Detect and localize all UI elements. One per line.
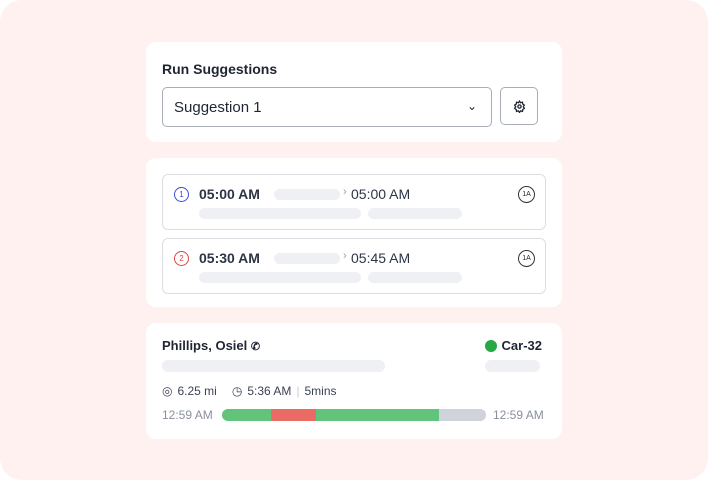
chevron-right-icon: ›: [343, 250, 347, 262]
timeline-start: 12:59 AM: [162, 408, 213, 422]
stop-index: 1: [174, 187, 189, 202]
vehicle-name: Car-32: [501, 338, 542, 353]
timeline-segment: [315, 409, 439, 421]
time: 5:36 AM: [247, 384, 292, 398]
driver-name[interactable]: Phillips, Osiel: [162, 338, 248, 353]
run-suggestions-title: Run Suggestions: [162, 61, 278, 77]
start-time: 05:30 AM: [199, 250, 260, 266]
start-time: 05:00 AM: [199, 186, 260, 202]
end-time: 05:45 AM: [351, 250, 411, 266]
suggestion-select[interactable]: Suggestion 1 ⌄: [162, 87, 492, 127]
placeholder-bar: [368, 208, 462, 219]
placeholder-bar: [199, 208, 361, 219]
timeline-bar: [222, 409, 486, 421]
status-dot: [484, 339, 497, 352]
run-suggestions-card: Run Suggestions Suggestion 1 ⌄: [146, 42, 562, 142]
placeholder-bar: [162, 360, 385, 372]
stop-row[interactable]: 2 05:30 AM › 05:45 AM 1A: [162, 238, 546, 294]
suggestion-select-value: Suggestion 1: [174, 99, 262, 116]
badge-icon: 1A: [518, 186, 535, 203]
stop-row[interactable]: 1 05:00 AM › › 05:00 AM 1A: [162, 174, 546, 230]
driver-name-line: Phillips, Osiel ✆: [162, 338, 260, 353]
timeline-segment: [271, 409, 316, 421]
chevron-down-icon: ⌄: [466, 99, 477, 113]
distance: 6.25 mi: [177, 384, 217, 398]
vehicle: Car-32: [484, 338, 542, 353]
timeline-segment: [222, 409, 272, 421]
stop-index: 2: [174, 251, 189, 266]
duration: 5mins: [304, 384, 337, 398]
gear-icon: [513, 99, 525, 113]
phone-icon[interactable]: ✆: [250, 341, 261, 353]
placeholder-bar: [199, 272, 361, 283]
location-icon: ◎: [162, 384, 173, 398]
placeholder-bar: [274, 189, 340, 200]
end-time: 05:00 AM: [351, 186, 411, 202]
placeholder-bar: [485, 360, 540, 372]
clock-icon: ◷: [231, 384, 243, 398]
settings-button[interactable]: [500, 87, 538, 125]
badge-icon: 1A: [518, 250, 535, 267]
stops-card: 1 05:00 AM › › 05:00 AM 1A 2 05:30 AM › …: [146, 158, 562, 307]
driver-card: Phillips, Osiel ✆ Car-32 ◎ 6.25 mi ◷ 5:36 …: [146, 323, 562, 439]
placeholder-bar: [274, 253, 340, 264]
timeline-end: 12:59 AM: [493, 408, 544, 422]
placeholder-bar: [368, 272, 462, 283]
timeline-segment: [438, 409, 486, 421]
divider: |: [296, 384, 300, 398]
trip-meta: ◎ 6.25 mi ◷ 5:36 AM | 5mins: [162, 384, 337, 398]
chevron-right-icon: ›: [343, 186, 347, 198]
